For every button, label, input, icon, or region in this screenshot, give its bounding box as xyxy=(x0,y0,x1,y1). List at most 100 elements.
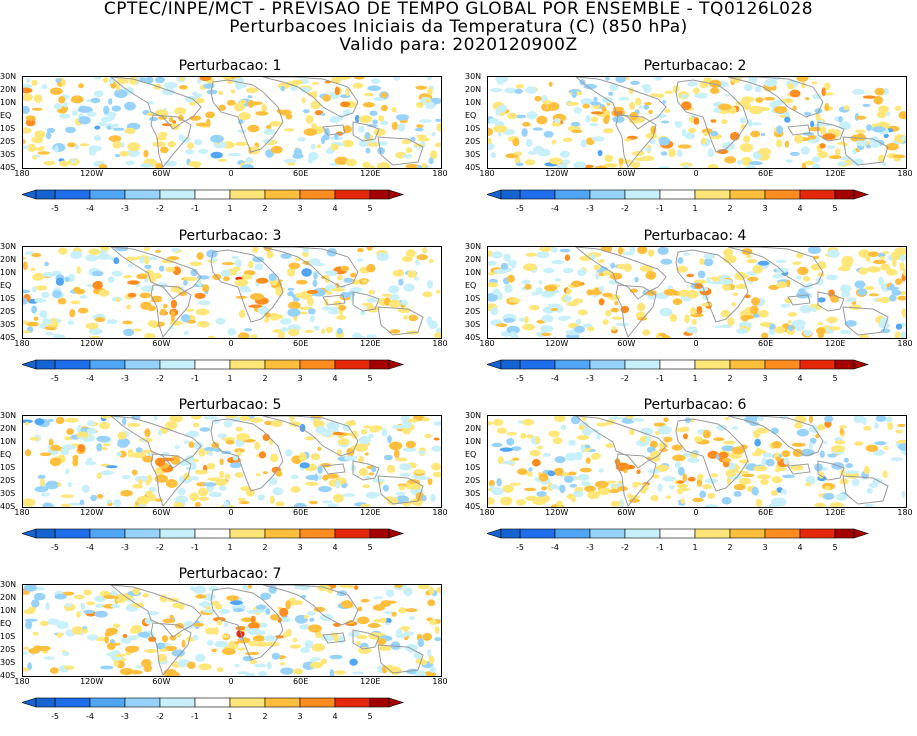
anomaly-cell xyxy=(357,606,363,612)
anomaly-cell xyxy=(218,158,227,162)
anomaly-cell xyxy=(509,297,521,303)
anomaly-cell xyxy=(787,324,794,332)
colorbar-swatch xyxy=(334,697,371,708)
anomaly-cell xyxy=(872,126,886,133)
anomaly-cell xyxy=(405,608,418,613)
anomaly-cell xyxy=(196,252,204,260)
anomaly-cell xyxy=(697,473,704,480)
anomaly-cell xyxy=(794,416,807,424)
colorbar-label: -1 xyxy=(191,374,199,383)
anomaly-cell xyxy=(403,315,408,320)
anomaly-cell xyxy=(775,259,787,263)
anomaly-cell xyxy=(421,417,430,422)
anomaly-cell xyxy=(292,600,304,606)
anomaly-cell xyxy=(843,457,849,463)
colorbar-swatch xyxy=(369,697,390,708)
anomaly-cell xyxy=(340,600,353,609)
anomaly-cell xyxy=(895,278,903,285)
anomaly-cell xyxy=(86,601,96,606)
anomaly-cell xyxy=(121,475,131,480)
anomaly-cell xyxy=(255,604,267,610)
anomaly-cell xyxy=(215,478,228,487)
anomaly-cell xyxy=(676,488,691,492)
anomaly-cell xyxy=(234,102,245,112)
anomaly-cell xyxy=(803,329,813,337)
anomaly-cell xyxy=(307,611,316,616)
anomaly-cell xyxy=(352,335,366,338)
anomaly-cell xyxy=(283,128,295,132)
anomaly-cell xyxy=(543,130,554,138)
colorbar-swatch xyxy=(124,359,161,370)
colorbar-label: 5 xyxy=(832,204,838,213)
anomaly-cell xyxy=(25,118,36,127)
anomaly-cell xyxy=(325,148,335,154)
anomaly-cell xyxy=(153,416,158,421)
colorbar-label: 3 xyxy=(762,204,768,213)
anomaly-cell xyxy=(346,585,354,589)
lon-label: 120W xyxy=(80,339,104,348)
anomaly-cell xyxy=(331,288,346,292)
temperature-perturbation-map xyxy=(22,415,442,508)
anomaly-cell xyxy=(645,435,651,444)
anomaly-cell xyxy=(605,309,612,317)
anomaly-cell xyxy=(590,116,599,123)
anomaly-cell xyxy=(210,151,223,159)
anomaly-cell xyxy=(247,100,255,108)
anomaly-cell xyxy=(151,295,163,301)
anomaly-cell xyxy=(536,115,548,125)
anomaly-cell xyxy=(825,274,838,281)
anomaly-cell xyxy=(589,123,599,127)
anomaly-cell xyxy=(748,77,758,84)
anomaly-cell xyxy=(285,600,291,610)
anomaly-cell xyxy=(880,263,891,271)
anomaly-cell xyxy=(526,470,533,477)
lat-label: 40S xyxy=(465,163,481,172)
anomaly-cell xyxy=(554,278,562,282)
anomaly-cell xyxy=(39,452,52,457)
anomaly-cell xyxy=(183,440,190,444)
lat-label: EQ xyxy=(465,450,477,459)
anomaly-cell xyxy=(402,426,412,435)
anomaly-cell xyxy=(157,430,163,436)
anomaly-cell xyxy=(56,632,63,638)
anomaly-cell xyxy=(250,334,258,338)
colorbar xyxy=(486,525,905,555)
lat-label: 30N xyxy=(0,411,17,420)
anomaly-cell xyxy=(780,303,791,308)
anomaly-cell xyxy=(89,335,101,338)
anomaly-cell xyxy=(147,320,158,328)
anomaly-cell xyxy=(651,474,660,479)
anomaly-cell xyxy=(336,315,347,320)
anomaly-cell xyxy=(43,656,55,660)
anomaly-cell xyxy=(653,422,666,427)
anomaly-cell xyxy=(263,635,277,642)
anomaly-cell xyxy=(864,503,875,507)
anomaly-cell xyxy=(385,622,391,626)
anomaly-cell xyxy=(230,89,236,94)
anomaly-cell xyxy=(34,418,45,426)
anomaly-cell xyxy=(310,100,321,110)
anomaly-cell xyxy=(743,83,753,92)
anomaly-cell xyxy=(311,262,325,267)
anomaly-cell xyxy=(721,496,732,505)
anomaly-cell xyxy=(660,258,673,265)
anomaly-cell xyxy=(345,158,358,167)
lat-label: EQ xyxy=(465,111,477,120)
anomaly-cell xyxy=(610,483,615,489)
anomaly-cell xyxy=(507,274,515,283)
colorbar-swatch xyxy=(124,528,161,539)
anomaly-cell xyxy=(45,602,50,610)
anomaly-cell xyxy=(353,585,359,590)
lat-label: 20N xyxy=(0,593,17,602)
anomaly-cell xyxy=(598,468,604,473)
anomaly-cell xyxy=(552,437,563,445)
anomaly-cell xyxy=(522,323,536,331)
anomaly-cell xyxy=(322,500,333,504)
anomaly-cell xyxy=(408,314,418,322)
anomaly-cell xyxy=(198,496,210,501)
anomaly-cell xyxy=(333,634,340,642)
anomaly-cell xyxy=(113,660,120,667)
lon-label: 0 xyxy=(228,339,234,348)
colorbar-label: 5 xyxy=(832,374,838,383)
anomaly-cell xyxy=(140,163,153,168)
